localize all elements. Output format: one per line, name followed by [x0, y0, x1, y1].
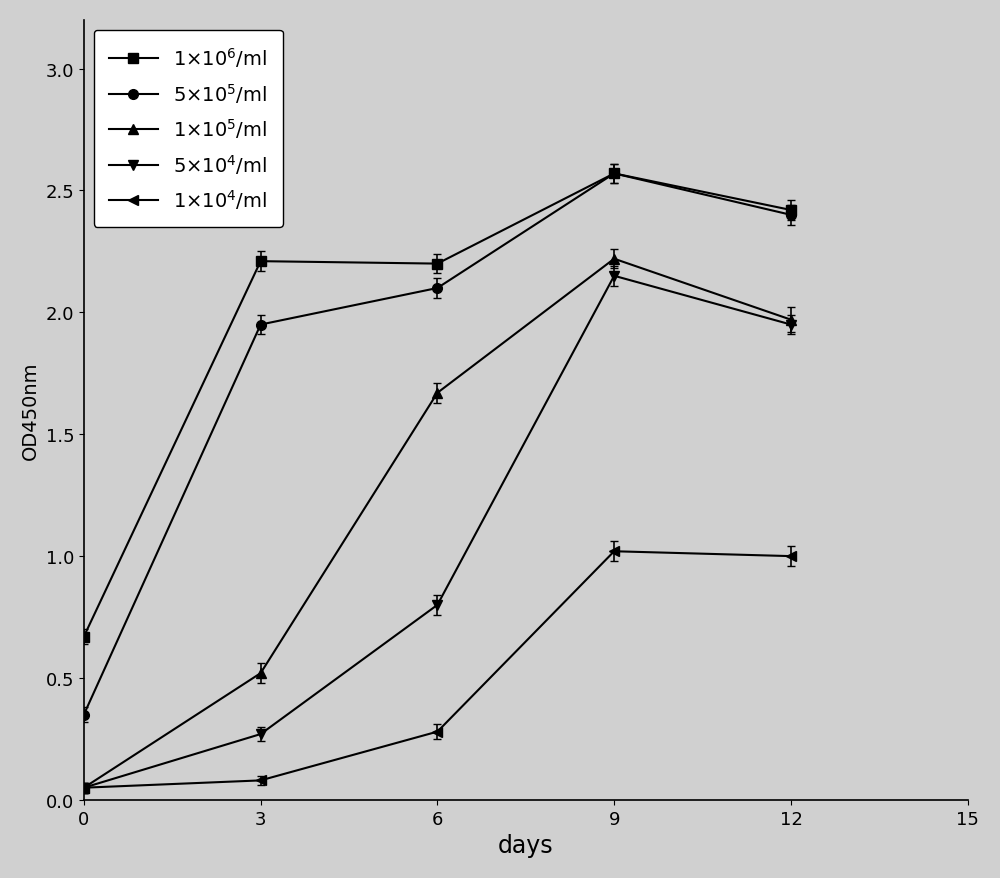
- Legend: 1$\times$10$^6$/ml, 5$\times$10$^5$/ml, 1$\times$10$^5$/ml, 5$\times$10$^4$/ml, : 1$\times$10$^6$/ml, 5$\times$10$^5$/ml, …: [94, 31, 283, 227]
- Y-axis label: OD450nm: OD450nm: [21, 361, 40, 459]
- X-axis label: days: days: [498, 833, 554, 857]
